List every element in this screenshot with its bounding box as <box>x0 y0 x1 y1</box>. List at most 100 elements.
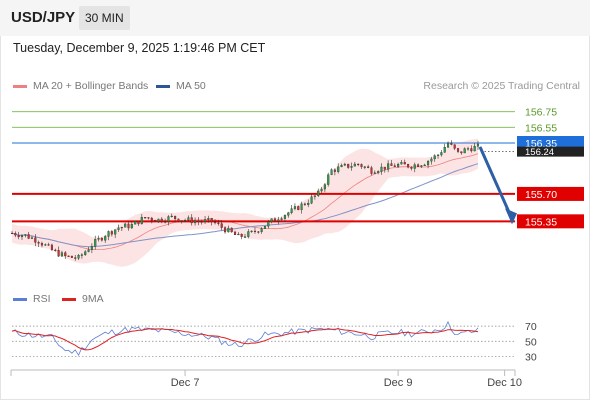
candle-body <box>333 169 336 172</box>
candle-body <box>137 221 140 225</box>
candle-body <box>307 202 310 205</box>
candle-body <box>450 142 453 145</box>
candle-body <box>107 231 110 237</box>
forecast-arrow-head <box>505 208 517 225</box>
candle-body <box>177 218 180 222</box>
candle-body <box>323 184 326 190</box>
rsi-level-label-1: 50 <box>525 336 537 348</box>
candle-body <box>44 244 47 246</box>
level-label-0: 156.75 <box>525 107 557 119</box>
candles-group <box>10 140 480 261</box>
candle-body <box>184 219 187 222</box>
candle-body <box>283 215 286 219</box>
candle-body <box>47 244 50 246</box>
candle-body <box>37 242 40 244</box>
candle-body <box>453 144 456 149</box>
candle-body <box>27 234 30 239</box>
candle-body <box>150 217 153 221</box>
candle-body <box>230 227 233 233</box>
candle-body <box>373 172 376 174</box>
candle-body <box>317 190 320 196</box>
candle-body <box>207 218 210 220</box>
rsi-ma9-line <box>11 328 479 351</box>
candle-body <box>280 218 283 220</box>
forecast-arrow-shaft <box>478 146 512 215</box>
rsi-label: RSI <box>33 293 51 305</box>
candle-body <box>213 221 217 224</box>
candle-body <box>400 162 403 165</box>
candle-body <box>387 163 390 170</box>
rsi-level-label-0: 70 <box>525 321 537 333</box>
ma20-swatch <box>13 84 27 88</box>
candle-body <box>260 228 263 232</box>
candle-body <box>290 208 293 213</box>
level-badge-4 <box>517 214 584 229</box>
ma50-swatch <box>156 84 170 88</box>
candle-body <box>157 218 160 222</box>
candle-body <box>70 255 73 258</box>
candle-body <box>403 162 406 165</box>
x-tick-label-1: Dec 9 <box>384 377 413 389</box>
ma50-label: MA 50 <box>176 80 206 92</box>
candle-body <box>30 237 34 239</box>
candle-body <box>410 166 413 169</box>
candle-body <box>243 236 247 238</box>
candle-body <box>293 206 296 209</box>
candle-body <box>14 232 17 236</box>
candle-body <box>17 235 20 238</box>
candle-body <box>54 249 57 251</box>
candle-body <box>423 164 426 166</box>
candle-body <box>10 232 14 235</box>
candle-body <box>250 230 253 232</box>
candle-body <box>343 163 346 166</box>
candle-body <box>40 243 44 246</box>
candle-body <box>390 163 393 166</box>
level-label-4: 155.35 <box>525 216 557 228</box>
candle-body <box>130 224 133 229</box>
candle-body <box>430 158 433 162</box>
candle-body <box>257 231 260 233</box>
candle-body <box>237 233 240 236</box>
candle-body <box>310 196 313 204</box>
candle-body <box>124 223 127 228</box>
level-label-3: 155.70 <box>525 189 557 201</box>
candle-body <box>97 238 100 240</box>
candle-body <box>337 166 340 172</box>
candle-body <box>20 235 24 238</box>
timeframe-button[interactable]: 30 MIN <box>79 6 130 30</box>
candle-body <box>303 203 306 205</box>
candle-body <box>377 171 380 173</box>
candle-body <box>200 221 203 223</box>
candle-body <box>170 215 173 218</box>
timestamp: Tuesday, December 9, 2025 1:19:46 PM CET <box>13 41 266 55</box>
candle-body <box>154 220 157 222</box>
last-price-label: 156.24 <box>525 147 554 158</box>
candle-body <box>253 230 257 232</box>
candle-body <box>433 155 436 160</box>
candle-body <box>476 143 480 147</box>
ma20-line <box>11 153 479 250</box>
candle-body <box>167 216 170 222</box>
candle-body <box>227 227 230 233</box>
candle-body <box>127 223 130 229</box>
candle-body <box>67 255 70 257</box>
candle-body <box>190 217 193 224</box>
candle-body <box>357 163 360 165</box>
candle-body <box>427 161 430 166</box>
candle-body <box>144 217 147 219</box>
candle-body <box>194 220 197 224</box>
candle-body <box>350 166 353 168</box>
candle-body <box>60 252 63 257</box>
candle-body <box>50 244 53 251</box>
candle-body <box>380 166 383 172</box>
candle-body <box>74 257 77 259</box>
candle-body <box>204 219 207 223</box>
candle-body <box>94 239 97 247</box>
candle-body <box>263 226 267 229</box>
candle-body <box>64 252 67 257</box>
candle-body <box>180 220 183 222</box>
candle-body <box>407 164 410 168</box>
candle-body <box>443 147 446 153</box>
candle-body <box>360 164 363 168</box>
rsi-swatch <box>13 297 27 301</box>
